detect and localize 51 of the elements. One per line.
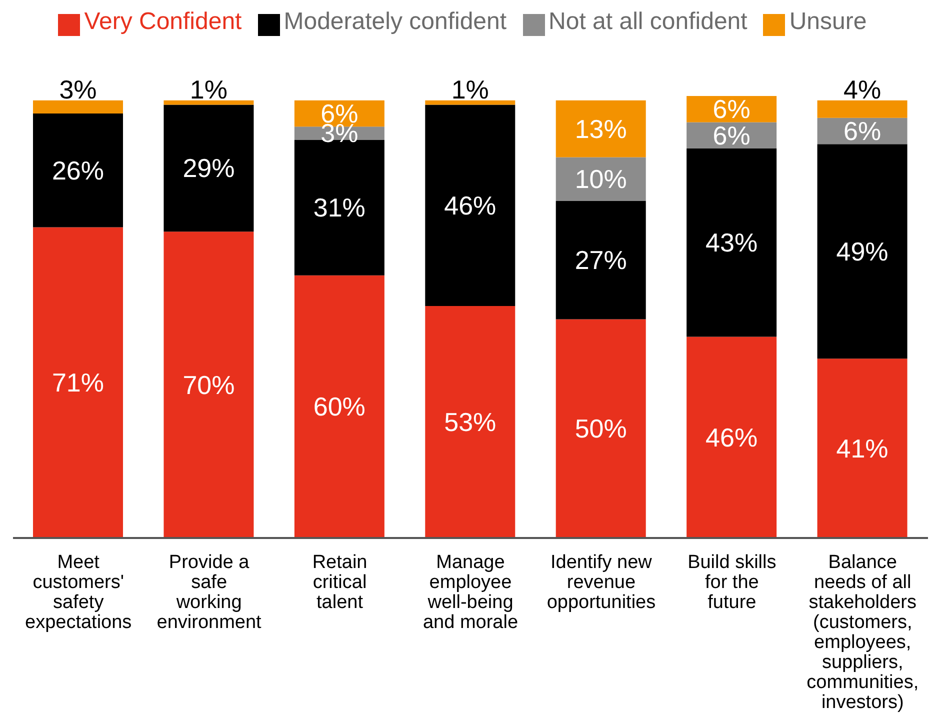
bar bbox=[164, 100, 254, 105]
bar bbox=[817, 358, 908, 538]
data-label: 70% bbox=[182, 370, 235, 400]
bar bbox=[817, 100, 908, 118]
data-label: 27% bbox=[574, 245, 627, 276]
x-tick-label: Provide a safe working environment bbox=[156, 552, 262, 633]
bar bbox=[425, 100, 516, 105]
data-label: 71% bbox=[52, 368, 104, 398]
data-label: 46% bbox=[706, 422, 758, 452]
data-label: 1% bbox=[190, 74, 228, 104]
bar bbox=[425, 306, 516, 538]
data-label: 49% bbox=[836, 236, 888, 266]
data-label: 46% bbox=[444, 190, 496, 220]
bar bbox=[33, 114, 123, 228]
bar bbox=[686, 148, 777, 337]
bar bbox=[164, 104, 254, 232]
data-label: 3% bbox=[59, 74, 97, 104]
x-tick-label: Identify new revenue opportunities bbox=[546, 552, 656, 613]
data-label: 60% bbox=[313, 392, 366, 422]
data-label: 31% bbox=[313, 192, 366, 223]
x-tick-label: Build skills for the future bbox=[688, 552, 776, 613]
bar bbox=[556, 201, 646, 320]
data-label: 53% bbox=[444, 407, 496, 438]
data-label: 29% bbox=[182, 153, 235, 184]
legend-label: Unsure bbox=[789, 8, 867, 35]
data-label: 41% bbox=[836, 433, 888, 464]
data-label: 6% bbox=[843, 116, 882, 146]
legend-label: Not at all confident bbox=[548, 8, 748, 35]
data-label: 1% bbox=[451, 74, 489, 104]
x-tick-label: Retain critical talent bbox=[312, 552, 368, 613]
bar bbox=[33, 100, 123, 114]
x-tick-label: Balance needs of all stakeholders (customers, employees, suppliers, communities, investors) bbox=[806, 552, 919, 713]
data-label: 26% bbox=[52, 155, 104, 186]
bar bbox=[817, 144, 908, 359]
bar bbox=[294, 275, 384, 538]
bar bbox=[556, 157, 646, 202]
x-tick-label: Manage employee well-being and morale bbox=[422, 552, 518, 633]
data-label: 13% bbox=[574, 114, 627, 144]
bar bbox=[686, 336, 777, 538]
bar bbox=[556, 319, 646, 538]
bar bbox=[33, 227, 123, 538]
legend-label: Very Confident bbox=[84, 8, 242, 35]
bar bbox=[556, 100, 646, 158]
data-label: 43% bbox=[706, 228, 758, 258]
legend-label: Moderately confident bbox=[284, 8, 507, 35]
bar bbox=[164, 232, 254, 538]
bar bbox=[425, 104, 516, 306]
data-label: 50% bbox=[574, 414, 627, 444]
x-tick-label: Meet customers' safety expectations bbox=[25, 552, 132, 633]
data-label: 10% bbox=[574, 164, 627, 194]
data-label: 4% bbox=[843, 74, 882, 104]
